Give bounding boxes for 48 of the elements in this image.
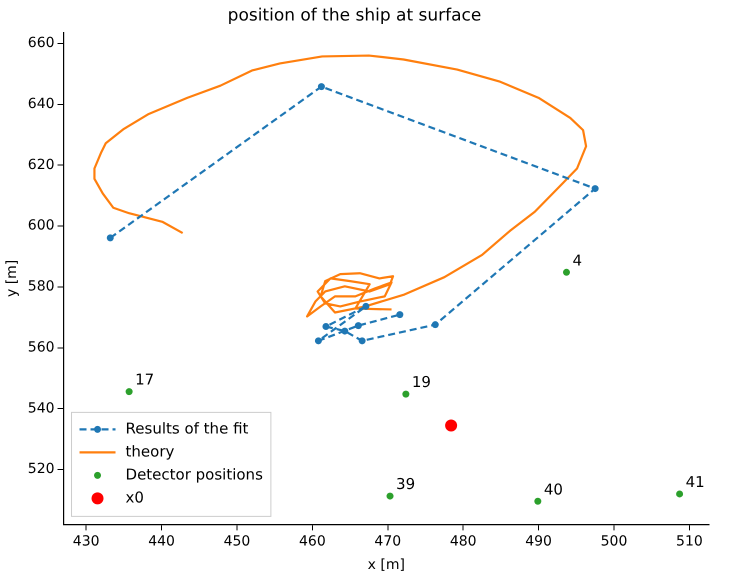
y-tick-label: 580: [28, 278, 55, 295]
point: [362, 302, 370, 310]
x-tick-label: 490: [525, 533, 552, 550]
point: [402, 390, 410, 398]
x-tick-label: 480: [450, 533, 477, 550]
x-tick-label: 510: [676, 533, 703, 550]
point: [318, 83, 325, 90]
annotation: 39: [396, 475, 416, 494]
legend-label: Detector positions: [126, 465, 264, 484]
point: [396, 311, 404, 318]
y-tick-label: 540: [28, 400, 55, 416]
x-tick-label: 440: [148, 533, 175, 550]
point: [106, 234, 114, 242]
point: [386, 492, 394, 500]
x-tick-label: 430: [72, 533, 100, 550]
point: [562, 268, 570, 276]
legend-label: theory: [126, 442, 174, 460]
x-axis-title: x [m]: [368, 557, 405, 574]
point: [592, 185, 599, 192]
x-tick-label: 460: [298, 533, 326, 550]
legend-label: x0: [126, 488, 144, 506]
y-axis-title: y [m]: [4, 260, 20, 298]
x-tick-label: 470: [374, 533, 402, 550]
point: [341, 328, 348, 335]
point: [126, 388, 133, 396]
point: [354, 322, 362, 330]
annotation: 19: [412, 373, 431, 392]
annotation: 40: [544, 480, 563, 498]
point: [314, 337, 322, 344]
x-tick-label: 450: [224, 533, 250, 550]
y-tick-label: 660: [28, 35, 55, 51]
point: [445, 419, 458, 432]
y-tick-label: 600: [28, 218, 55, 234]
chart-title: position of the ship at surface: [228, 6, 482, 26]
point: [322, 323, 330, 330]
y-tick-label: 620: [28, 156, 55, 173]
point: [676, 490, 684, 498]
annotation: 4: [572, 251, 582, 270]
x-tick-label: 500: [600, 533, 628, 550]
y-tick-label: 560: [28, 339, 55, 356]
annotation: 41: [686, 472, 705, 491]
legend-label: Results of the fit: [126, 419, 249, 438]
y-tick-label: 640: [28, 96, 55, 112]
point: [534, 498, 542, 505]
point: [432, 321, 439, 328]
point: [358, 337, 366, 344]
y-tick-label: 520: [28, 461, 55, 478]
annotation: 17: [135, 370, 154, 389]
